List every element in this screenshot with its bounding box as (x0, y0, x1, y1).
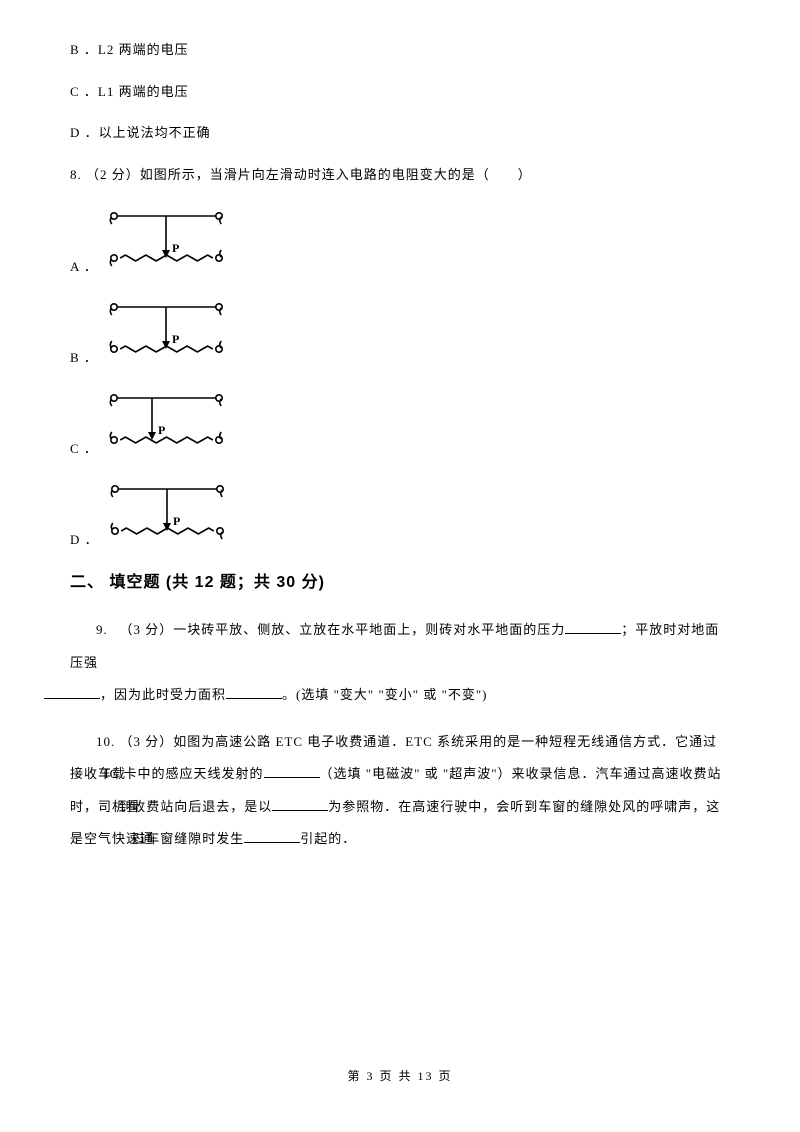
q9-text-1: 9. （3 分）一块砖平放、侧放、立放在水平地面上，则砖对水平地面的压力 (96, 622, 565, 637)
q8-label-b: B ． (70, 347, 98, 370)
q10-text-2: IC 卡中的感应天线发射的 (104, 766, 263, 781)
q9: 9. （3 分）一块砖平放、侧放、立放在水平地面上，则砖对水平地面的压力；平放时… (70, 614, 730, 712)
q8-label-c: C ． (70, 438, 98, 461)
q9-blank-2 (44, 685, 100, 699)
q10-blank-3 (244, 829, 300, 843)
q10-text-7: 引起的． (300, 831, 356, 846)
q8-stem: 8. （2 分）如图所示，当滑片向左滑动时连入电路的电阻变大的是（ ） (70, 165, 730, 185)
svg-text:P: P (172, 241, 179, 255)
q8-option-c: C ． P (70, 384, 730, 461)
q9-blank-3 (226, 685, 282, 699)
svg-text:P: P (173, 514, 180, 528)
q7-option-c: C ．L1 两端的电压 (70, 82, 730, 102)
q9-blank-1 (565, 620, 621, 634)
q8-option-b: B ． P (70, 293, 730, 370)
q8-label-a: A ． (70, 256, 98, 279)
q10: 10. （3 分）如图为高速公路 ETC 电子收费通道．ETC 系统采用的是一种… (70, 726, 730, 856)
page-footer: 第 3 页 共 13 页 (0, 1067, 800, 1084)
q7-option-d: D ．以上说法均不正确 (70, 123, 730, 143)
svg-text:P: P (172, 332, 179, 346)
q8-label-d: D ． (70, 529, 99, 552)
svg-text:P: P (158, 423, 165, 437)
q10-blank-2 (272, 797, 328, 811)
q8-circuit-d: P (105, 475, 230, 552)
q7-option-b: B ．L2 两端的电压 (70, 40, 730, 60)
q8-circuit-b: P (104, 293, 229, 370)
q10-blank-1 (264, 764, 320, 778)
q8-option-d: D ． P (70, 475, 730, 552)
q8-circuit-c: P (104, 384, 229, 461)
q10-text-6: 过车窗缝隙时发生 (132, 831, 244, 846)
q10-text-4: 到收费站向后退去，是以 (118, 799, 272, 814)
section2-title: 二、 填空题 (共 12 题；共 30 分) (70, 568, 730, 592)
q8-circuit-a: P (104, 202, 229, 279)
q9-text-4: 。(选填 "变大" "变小" 或 "不变") (282, 687, 488, 702)
q9-text-3: ，因为此时受力面积 (100, 687, 226, 702)
q8-option-a: A ． P (70, 202, 730, 279)
